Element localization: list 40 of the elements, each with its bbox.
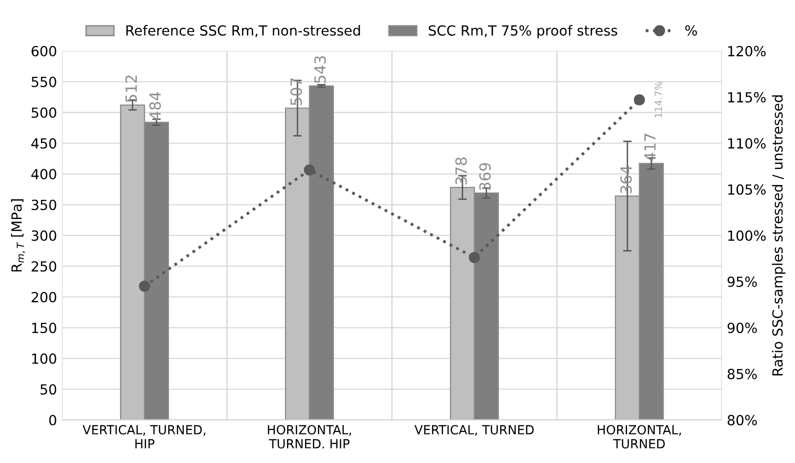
y-tick-label: 50 (40, 384, 56, 395)
y-tick-label: 200 (32, 292, 56, 302)
y2-tick-label: 120% (728, 46, 766, 56)
y2-axis-title: Ratio SSC-samples stressed / unstressed (772, 95, 786, 376)
y-tick-label: 100 (32, 353, 56, 364)
y-axis-title: R$_{m,T}$ [MPa] (11, 199, 26, 272)
data-label: 417 (644, 134, 656, 161)
y-tick-label: 0 (49, 414, 56, 426)
y2-tick-label: 100% (728, 230, 766, 241)
y2-tick-label: 105% (728, 184, 766, 195)
y2-tick-label: 80% (728, 414, 757, 426)
data-label: 369 (479, 163, 491, 190)
data-label: 512 (125, 76, 137, 102)
data-label: 484 (149, 92, 161, 120)
legend-label: SCC Rm,T 75% proof stress (428, 24, 618, 38)
legend-label: Reference SSC Rm,T non-stressed (126, 24, 360, 38)
y2-tick-label: 85% (728, 368, 757, 380)
y-tick-label: 300 (32, 230, 56, 241)
y-tick-label: 150 (32, 322, 56, 334)
y2-tick-label: 90% (728, 322, 757, 334)
data-label: 543 (314, 56, 326, 83)
data-label: 364 (620, 166, 632, 194)
x-tick-label: VERTICAL, TURNED, HIP (82, 425, 206, 448)
y2-tick-label: 115% (728, 92, 766, 103)
y-tick-label: 350 (32, 200, 56, 210)
data-label: 378 (455, 158, 467, 184)
y-tick-label: 600 (32, 46, 56, 56)
y2-tick-label: 95% (728, 276, 757, 288)
x-tick-label: VERTICAL, TURNED (414, 425, 534, 436)
y-tick-label: 250 (32, 261, 56, 272)
x-tick-label: HORIZONTAL, TURNED. HIP (268, 425, 351, 448)
y-tick-label: 550 (32, 76, 56, 88)
data-label: 507 (290, 78, 302, 106)
legend-label: % (685, 25, 697, 36)
data-label: 114.7% (654, 82, 662, 118)
y-tick-label: 500 (32, 107, 56, 118)
y-tick-label: 400 (31, 168, 56, 180)
y-tick-label: 450 (31, 138, 56, 149)
x-tick-label: HORIZONTAL, TURNED (598, 425, 681, 448)
y2-tick-label: 110% (728, 138, 766, 149)
